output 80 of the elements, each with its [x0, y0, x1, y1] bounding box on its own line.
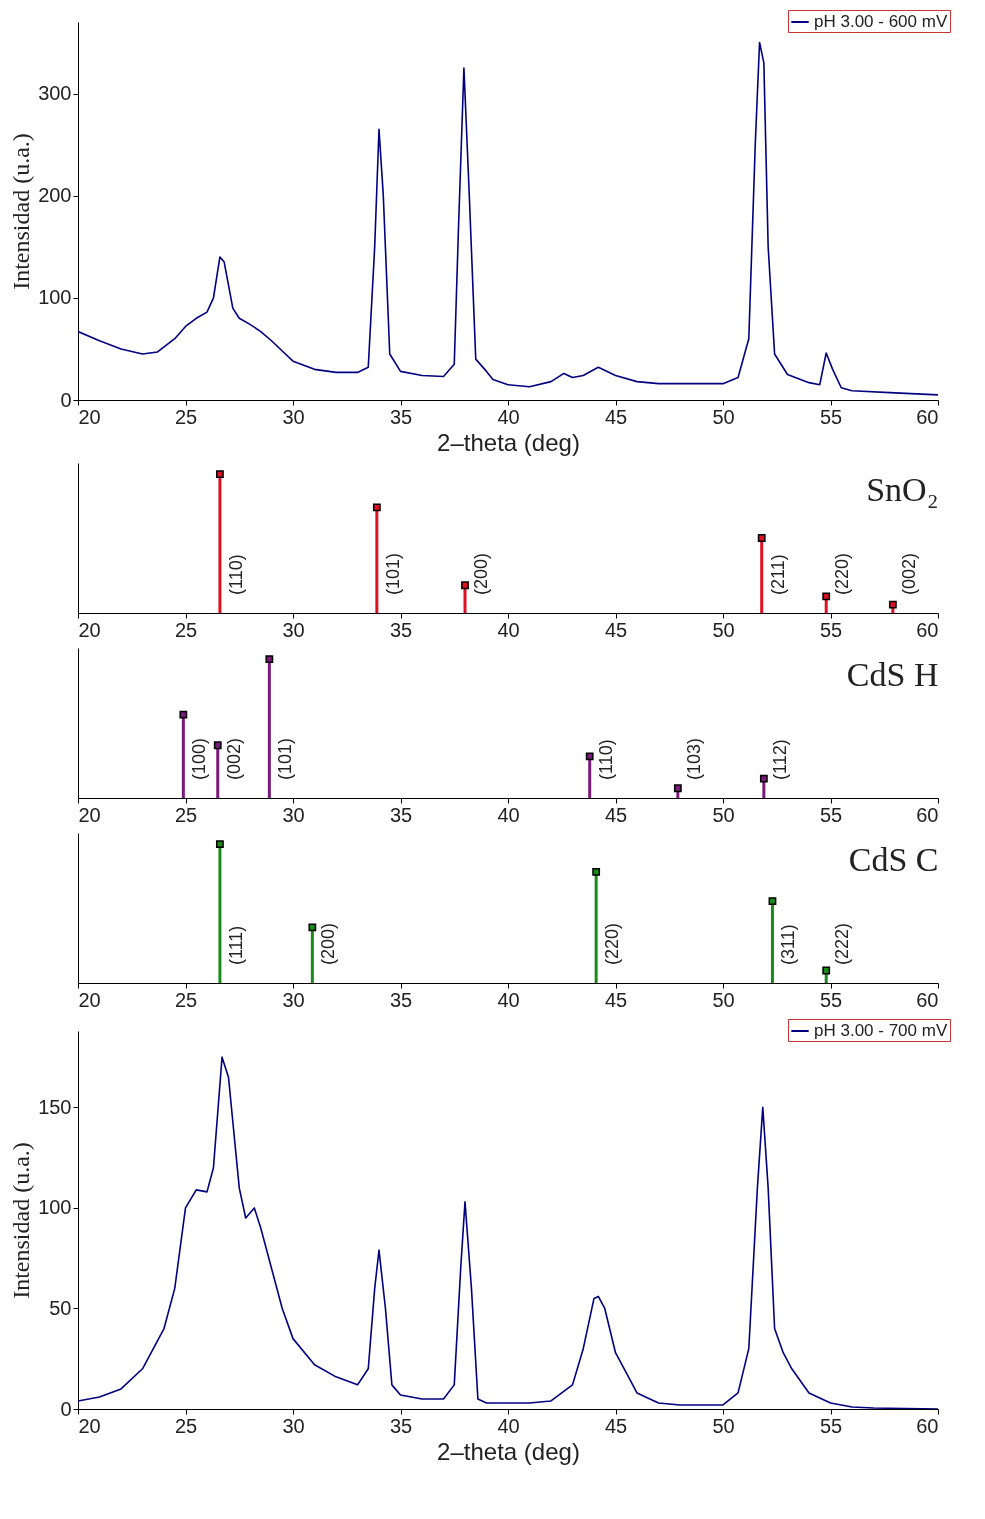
x-tick-label: 55 — [819, 1414, 843, 1437]
x-tick-label: 30 — [282, 618, 305, 641]
x-tick-label: 40 — [497, 405, 520, 428]
x-tick-label: 40 — [497, 988, 520, 1011]
y-tick-label: 0 — [60, 388, 72, 411]
x-tick-label: 40 — [497, 1414, 520, 1437]
line-series — [78, 41, 938, 396]
x-tick-label: 30 — [282, 803, 305, 826]
annotation: (002) — [223, 737, 244, 780]
x-tick-label: 35 — [389, 1414, 413, 1437]
x-tick-label: 20 — [78, 1414, 101, 1437]
annotation: (311) — [778, 924, 799, 965]
annotation: (220) — [602, 922, 623, 965]
x-tick-label: 50 — [712, 405, 735, 428]
y-tick-label: 300 — [38, 82, 72, 105]
chart-title: CdS H — [846, 656, 939, 693]
x-tick-label: 60 — [916, 618, 939, 641]
annotation: (111) — [225, 925, 246, 965]
x-axis-title: 2–theta (deg) — [437, 1437, 580, 1465]
x-tick-label: 50 — [712, 988, 735, 1011]
x-tick-label: 45 — [604, 618, 628, 641]
legend-label: pH 3.00 - 600 mV — [814, 12, 948, 31]
x-tick-label: 45 — [604, 405, 628, 428]
x-tick-label: 60 — [916, 1414, 939, 1437]
x-tick-label: 20 — [78, 803, 101, 826]
y-axis-title: Intensidad (u.a.) — [8, 1142, 35, 1299]
x-tick-label: 55 — [819, 405, 843, 428]
y-tick-label: 100 — [38, 286, 72, 309]
annotation: (200) — [471, 552, 491, 595]
x-tick-label: 55 — [819, 618, 843, 641]
annotation: (220) — [832, 552, 853, 595]
annotation: (101) — [382, 552, 403, 595]
x-tick-label: 60 — [916, 405, 939, 428]
x-tick-label: 35 — [389, 803, 413, 826]
x-tick-label: 45 — [604, 1414, 628, 1437]
x-tick-label: 25 — [174, 988, 198, 1011]
annotation: (211) — [767, 554, 788, 595]
x-tick-label: 25 — [174, 803, 198, 826]
x-tick-label: 50 — [712, 803, 735, 826]
legend-label: pH 3.00 - 700 mV — [814, 1021, 948, 1040]
annotation: (101) — [275, 737, 296, 780]
x-tick-label: 40 — [497, 803, 520, 826]
x-tick-label: 60 — [916, 988, 939, 1011]
x-tick-label: 35 — [389, 405, 413, 428]
x-tick-label: 25 — [174, 618, 198, 641]
x-tick-label: 30 — [282, 1414, 305, 1437]
x-tick-label: 50 — [712, 618, 735, 641]
chart-title: CdS C — [848, 841, 939, 878]
annotation: (110) — [225, 554, 246, 595]
x-tick-label: 50 — [712, 1414, 735, 1437]
y-tick-label: 50 — [49, 1296, 72, 1319]
y-axis-title: Intensidad (u.a.) — [8, 133, 35, 290]
x-tick-label: 20 — [78, 618, 101, 641]
annotation: (110) — [595, 739, 616, 780]
x-tick-label: 45 — [604, 803, 628, 826]
y-tick-label: 150 — [38, 1095, 72, 1118]
x-tick-label: 55 — [819, 988, 843, 1011]
annotation: (112) — [769, 739, 790, 780]
annotation: (103) — [683, 737, 704, 780]
annotation: (002) — [898, 552, 919, 595]
annotation: (200) — [318, 922, 339, 965]
x-tick-label: 25 — [174, 405, 198, 428]
y-tick-label: 100 — [38, 1196, 72, 1219]
x-tick-label: 45 — [604, 988, 628, 1011]
annotation: (222) — [832, 922, 853, 965]
x-axis-title: 2–theta (deg) — [437, 428, 580, 456]
y-tick-label: 0 — [60, 1397, 72, 1420]
x-tick-label: 20 — [78, 405, 101, 428]
x-tick-label: 40 — [497, 618, 520, 641]
x-tick-label: 30 — [282, 405, 305, 428]
y-tick-label: 200 — [38, 184, 72, 207]
x-tick-label: 35 — [389, 618, 413, 641]
annotation: (100) — [189, 737, 210, 780]
x-tick-label: 25 — [174, 1414, 198, 1437]
chart-title: SnO₂ — [866, 471, 939, 508]
x-tick-label: 20 — [78, 988, 101, 1011]
x-tick-label: 30 — [282, 988, 305, 1011]
x-tick-label: 55 — [819, 803, 843, 826]
x-tick-label: 35 — [389, 988, 413, 1011]
x-tick-label: 60 — [916, 803, 939, 826]
